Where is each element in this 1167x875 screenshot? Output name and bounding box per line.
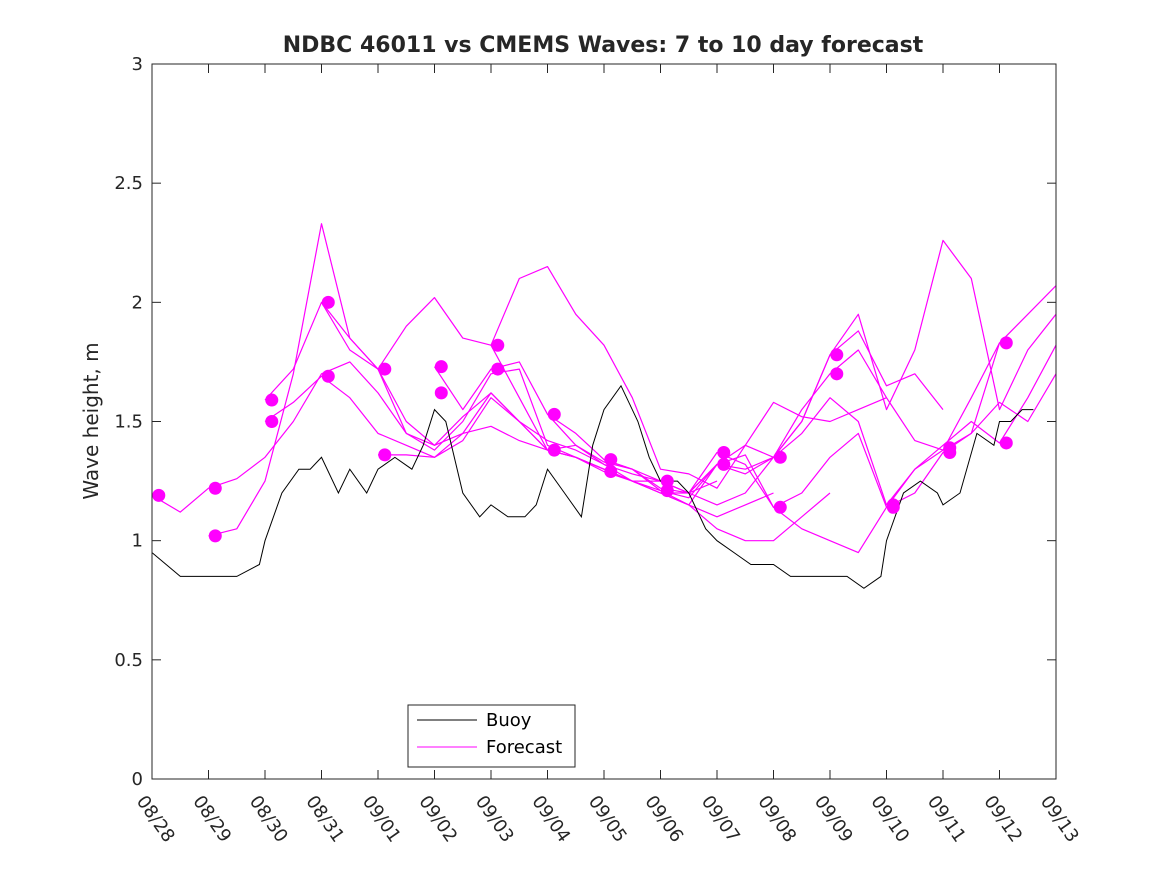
legend-forecast-label: Forecast bbox=[486, 737, 562, 758]
forecast-marker bbox=[943, 445, 957, 459]
y-tick-label: 1.5 bbox=[114, 412, 143, 433]
legend-buoy-label: Buoy bbox=[486, 710, 532, 731]
forecast-line-6 bbox=[378, 330, 944, 494]
y-tick-label: 2 bbox=[132, 292, 143, 313]
y-tick-label: 1 bbox=[132, 531, 143, 552]
forecast-marker bbox=[604, 453, 618, 467]
forecast-marker bbox=[547, 407, 561, 421]
y-axis-label: Wave height, m bbox=[79, 342, 103, 499]
y-axis: 0 0.5 1 1.5 2 2.5 3 bbox=[114, 54, 1056, 790]
forecast-marker bbox=[321, 295, 335, 309]
forecast-marker bbox=[773, 500, 787, 514]
forecast-markers bbox=[152, 295, 1013, 543]
forecast-line-9 bbox=[547, 344, 1056, 554]
forecast-marker bbox=[265, 393, 279, 407]
y-tick-label: 0.5 bbox=[114, 650, 143, 671]
forecast-marker bbox=[547, 443, 561, 457]
forecast-marker bbox=[604, 465, 618, 479]
forecast-marker bbox=[830, 367, 844, 381]
forecast-marker bbox=[434, 360, 448, 374]
forecast-marker bbox=[208, 529, 222, 543]
chart-title: NDBC 46011 vs CMEMS Waves: 7 to 10 day f… bbox=[283, 33, 924, 58]
legend-box bbox=[407, 704, 576, 768]
y-tick-label: 0 bbox=[132, 769, 143, 790]
y-tick-label: 2.5 bbox=[114, 173, 143, 194]
forecast-marker bbox=[152, 488, 166, 502]
forecast-marker bbox=[999, 436, 1013, 450]
forecast-marker bbox=[660, 484, 674, 498]
legend: Buoy Forecast bbox=[407, 704, 576, 768]
forecast-marker bbox=[208, 481, 222, 495]
forecast-marker bbox=[321, 369, 335, 383]
forecast-marker bbox=[717, 445, 731, 459]
forecast-marker bbox=[378, 362, 392, 376]
forecast-marker bbox=[717, 457, 731, 471]
series-layer bbox=[152, 223, 1056, 589]
forecast-marker bbox=[660, 474, 674, 488]
forecast-marker bbox=[999, 336, 1013, 350]
forecast-line-10 bbox=[603, 373, 1056, 508]
forecast-marker bbox=[434, 386, 448, 400]
forecast-line-5 bbox=[320, 266, 887, 489]
forecast-marker bbox=[773, 450, 787, 464]
y-tick-label: 3 bbox=[132, 54, 143, 75]
forecast-marker bbox=[491, 362, 505, 376]
forecast-marker bbox=[378, 448, 392, 462]
buoy-line bbox=[152, 384, 1034, 589]
forecast-marker bbox=[265, 415, 279, 428]
forecast-marker bbox=[886, 500, 900, 514]
forecast-marker bbox=[830, 348, 844, 362]
forecast-marker bbox=[491, 338, 505, 352]
